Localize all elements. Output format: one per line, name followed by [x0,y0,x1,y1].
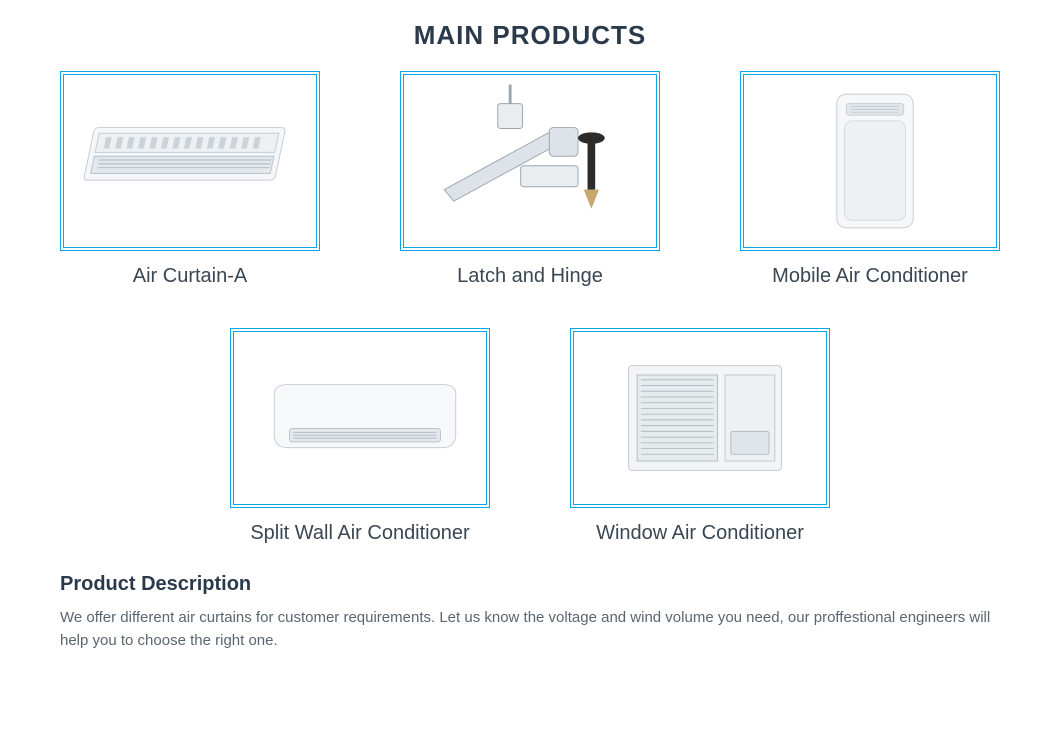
product-frame [740,71,1000,251]
main-products-heading: MAIN PRODUCTS [60,20,1000,51]
split-wall-ac-icon [236,332,484,504]
latch-hinge-icon [406,75,654,247]
air-curtain-icon [66,75,314,247]
product-caption: Latch and Hinge [457,265,603,288]
product-caption: Mobile Air Conditioner [772,265,968,288]
product-card-window-ac[interactable]: Window Air Conditioner [570,328,830,545]
product-caption: Air Curtain-A [133,265,247,288]
product-frame [400,71,660,251]
product-grid: Air Curtain-A Latch and Hinge [60,71,1000,545]
product-card-latch-hinge[interactable]: Latch and Hinge [400,71,660,288]
product-caption: Window Air Conditioner [596,522,804,545]
product-description-body: We offer different air curtains for cust… [60,606,1000,653]
product-card-mobile-ac[interactable]: Mobile Air Conditioner [740,71,1000,288]
mobile-ac-icon [746,75,994,247]
product-frame [570,328,830,508]
product-description-block: Product Description We offer different a… [60,573,1000,653]
product-card-split-wall-ac[interactable]: Split Wall Air Conditioner [230,328,490,545]
product-frame [60,71,320,251]
window-ac-icon [576,332,824,504]
product-card-air-curtain[interactable]: Air Curtain-A [60,71,320,288]
product-description-title: Product Description [60,573,1000,596]
product-frame [230,328,490,508]
product-caption: Split Wall Air Conditioner [250,522,469,545]
